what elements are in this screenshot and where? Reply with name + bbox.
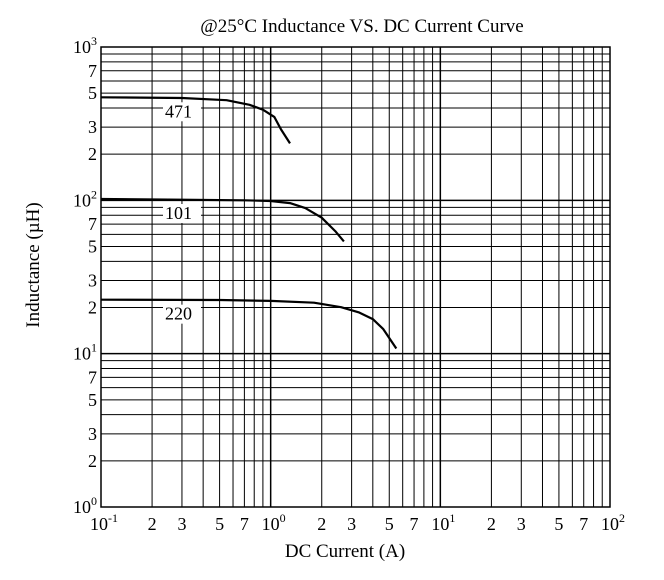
series-label-bg <box>163 304 201 324</box>
series-label-101: 101 <box>165 203 192 223</box>
x-tick-label: 3 <box>177 514 186 534</box>
y-tick-label: 7 <box>88 367 97 387</box>
y-tick-label: 5 <box>88 83 97 103</box>
x-tick-label: 2 <box>148 514 157 534</box>
y-tick-label: 2 <box>88 451 97 471</box>
y-tick-label: 7 <box>88 214 97 234</box>
x-tick-label: 101 <box>431 511 455 534</box>
x-tick-label: 2 <box>317 514 326 534</box>
series-line-220 <box>100 298 398 350</box>
x-tick-label: 7 <box>410 514 419 534</box>
x-tick-label: 10-1 <box>90 511 118 534</box>
grid <box>101 47 610 507</box>
series-line-471 <box>100 96 291 144</box>
x-tick-label: 100 <box>262 511 286 534</box>
y-tick-label: 7 <box>88 61 97 81</box>
x-tick-label: 5 <box>385 514 394 534</box>
x-tick-labels: 10-1 2 3 5 7 100 2 3 5 7 101 2 3 5 7 102 <box>90 511 625 534</box>
y-tick-label: 103 <box>73 34 97 57</box>
y-tick-label: 101 <box>73 341 97 364</box>
y-tick-label: 5 <box>88 236 97 256</box>
x-tick-label: 5 <box>215 514 224 534</box>
y-tick-label: 3 <box>88 271 97 291</box>
series-group: 471 101 220 <box>100 96 398 350</box>
x-tick-label: 5 <box>554 514 563 534</box>
series-line-101 <box>100 197 345 243</box>
series-label-220: 220 <box>165 304 192 324</box>
y-tick-label: 5 <box>88 390 97 410</box>
x-tick-label: 3 <box>347 514 356 534</box>
x-tick-label: 3 <box>517 514 526 534</box>
series-label-bg <box>163 102 201 122</box>
x-axis-label: DC Current (A) <box>285 541 405 562</box>
y-tick-label: 2 <box>88 144 97 164</box>
x-tick-label: 2 <box>487 514 496 534</box>
series-label-bg <box>163 204 201 224</box>
y-tick-label: 2 <box>88 298 97 318</box>
y-tick-label: 100 <box>73 494 97 517</box>
series-label-471: 471 <box>165 101 192 121</box>
chart-title: @25°C Inductance VS. DC Current Curve <box>200 16 523 37</box>
y-axis-label: Inductance (µH) <box>23 202 44 327</box>
y-tick-label: 3 <box>88 424 97 444</box>
plot-frame <box>100 46 611 508</box>
y-tick-label: 3 <box>88 117 97 137</box>
x-tick-label: 7 <box>240 514 249 534</box>
x-tick-label: 102 <box>601 511 625 534</box>
y-tick-label: 102 <box>73 187 97 210</box>
x-tick-label: 7 <box>579 514 588 534</box>
